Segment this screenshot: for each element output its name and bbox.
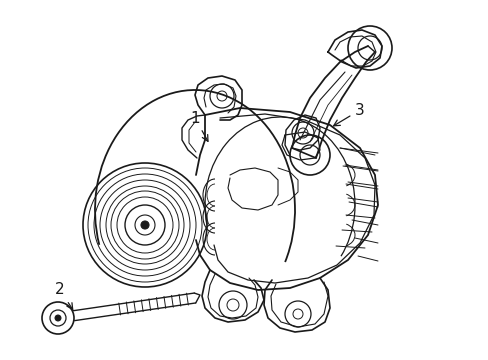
Text: 3: 3 [333,103,364,126]
Text: 2: 2 [55,283,73,310]
Circle shape [55,315,61,321]
Text: 1: 1 [190,111,207,141]
Circle shape [141,221,149,229]
